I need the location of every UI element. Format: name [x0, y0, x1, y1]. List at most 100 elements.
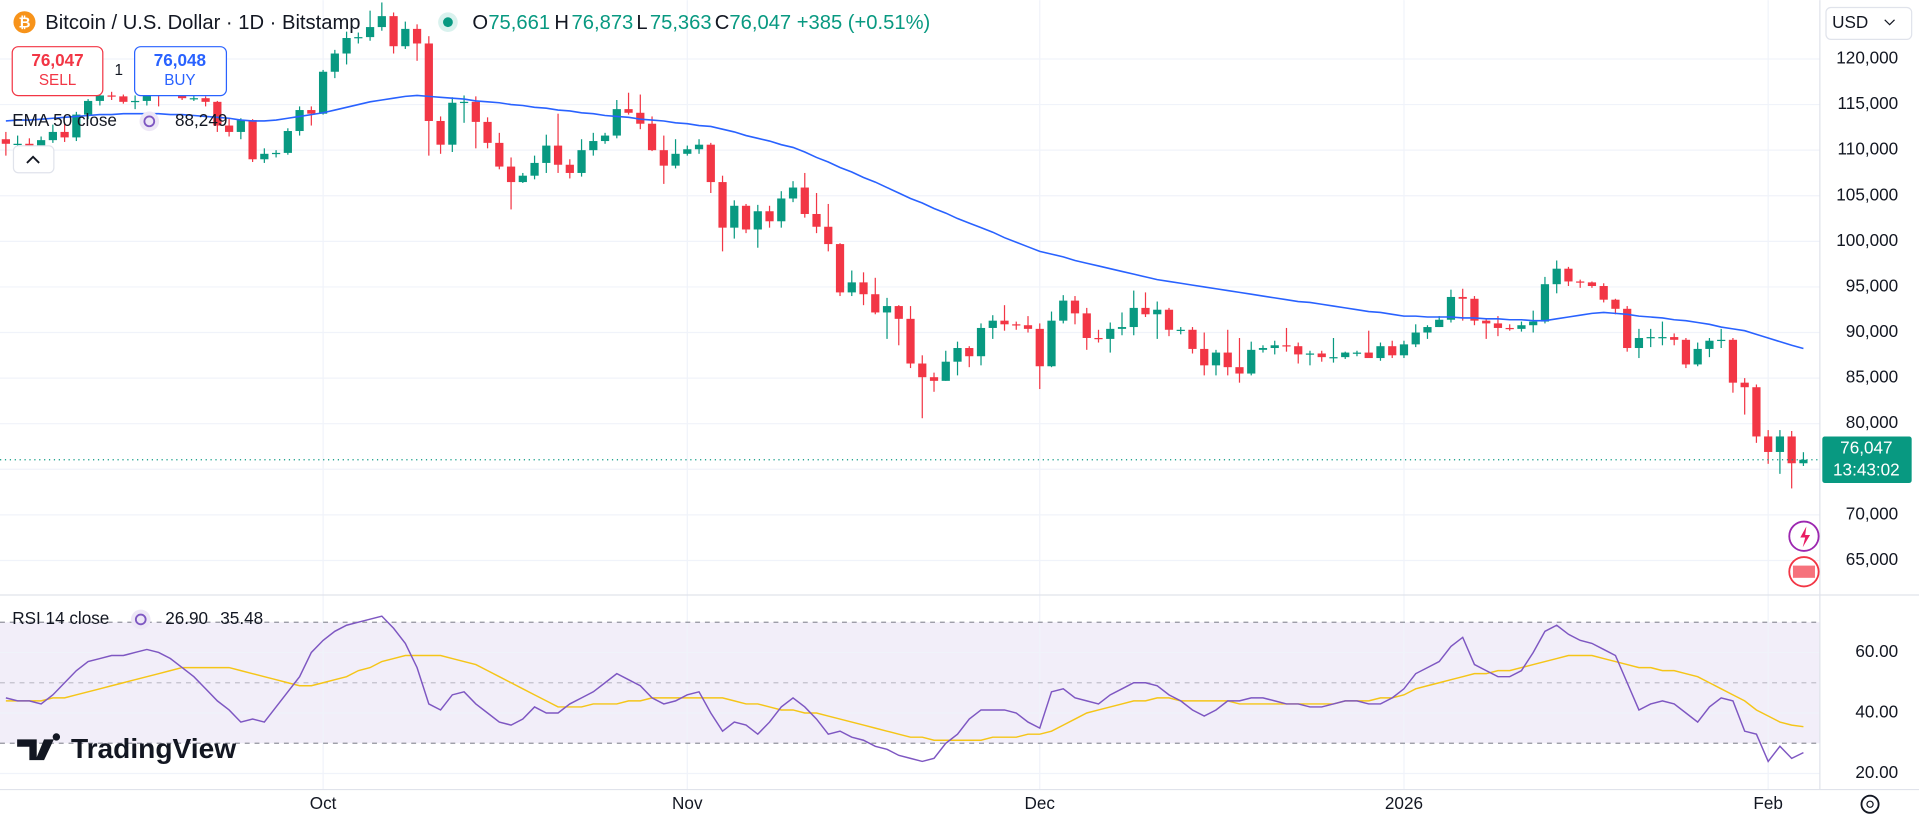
- currency-caret: [1884, 19, 1895, 26]
- candle-body: [84, 100, 93, 115]
- candle-body: [824, 226, 833, 245]
- candle-body: [647, 123, 657, 151]
- candle-body: [1623, 308, 1632, 349]
- candle-body: [1094, 337, 1103, 340]
- candle-body: [1411, 332, 1420, 345]
- rsi-settings-icon[interactable]: [130, 609, 151, 630]
- candle-body: [1247, 349, 1256, 374]
- collapse-button[interactable]: [12, 145, 55, 174]
- buy-label: BUY: [164, 72, 195, 89]
- coin-icon: [13, 11, 36, 34]
- symbol-title[interactable]: Bitcoin / U.S. Dollar · 1D · Bitstamp: [45, 12, 360, 34]
- candle-body: [1576, 281, 1585, 283]
- candle-body: [965, 348, 974, 357]
- coin-icon-glyph: ₿: [18, 15, 30, 31]
- candle-body: [201, 98, 210, 102]
- candle-body: [412, 28, 422, 44]
- candle-body: [718, 182, 727, 228]
- candle-body: [1082, 313, 1091, 338]
- candle-body: [683, 149, 692, 154]
- candle-body: [1764, 436, 1773, 452]
- candle-body: [1129, 307, 1138, 328]
- rsi-legend-name[interactable]: RSI 14 close: [12, 608, 109, 628]
- candle-body: [882, 306, 892, 313]
- candle-body: [95, 95, 104, 101]
- plot-area: [0, 0, 1820, 790]
- candle-body: [224, 125, 234, 132]
- candle-body: [600, 135, 610, 142]
- candle-body: [37, 140, 46, 149]
- settings-gear[interactable]: [1860, 794, 1880, 814]
- candle-body: [765, 211, 774, 222]
- y-tick-label: 120,000: [1836, 48, 1898, 68]
- y-tick-label: 40.00: [1855, 702, 1898, 722]
- y-tick-label: 95,000: [1846, 275, 1898, 295]
- candle-body: [671, 153, 680, 166]
- candle-body: [1317, 353, 1326, 358]
- candle-body: [859, 282, 868, 295]
- y-tick-label: 105,000: [1836, 184, 1898, 204]
- candle-body: [906, 318, 915, 364]
- candle-body: [612, 109, 621, 136]
- buy-button[interactable]: [134, 46, 228, 97]
- candle-body: [918, 363, 927, 378]
- candle-body: [1035, 328, 1044, 367]
- candle-body: [13, 143, 22, 146]
- candle-body: [1012, 324, 1021, 326]
- candle-body: [941, 361, 950, 381]
- candle-body: [1505, 327, 1514, 330]
- candle-body: [1693, 348, 1702, 365]
- candle-body: [1070, 300, 1080, 314]
- x-tick-label: Oct: [310, 793, 337, 813]
- candle-body: [706, 144, 715, 183]
- candle-body: [1540, 284, 1550, 322]
- candle-body: [1740, 382, 1749, 388]
- candle-body: [1787, 436, 1796, 464]
- candle-body: [119, 96, 128, 102]
- candle-body: [354, 37, 363, 39]
- candle-body: [1364, 352, 1373, 359]
- candle-body: [1141, 307, 1150, 315]
- buy-price: 76,048: [154, 50, 206, 70]
- candle-body: [401, 28, 410, 47]
- sell-label: SELL: [39, 72, 76, 89]
- candle-body: [483, 121, 492, 143]
- x-tick-label: Feb: [1753, 793, 1783, 813]
- candle-body: [1270, 345, 1279, 349]
- candle-body: [72, 114, 81, 138]
- candle-body: [506, 166, 516, 183]
- axes: Oct Nov Dec 2026 Feb 20.00 40.00 60.00 65,000 70,…: [310, 48, 1912, 813]
- ema-legend-value: 88,249: [175, 110, 227, 130]
- open-value: 75,661: [488, 12, 550, 34]
- candle-body: [1529, 321, 1538, 326]
- x-tick-label: 2026: [1385, 793, 1423, 813]
- sell-button[interactable]: [11, 46, 104, 97]
- candle-body: [330, 53, 339, 72]
- ema-legend-name[interactable]: EMA 50 close: [12, 110, 117, 130]
- currency-selector[interactable]: [1825, 6, 1913, 40]
- change-value: +385 (+0.51%): [797, 12, 931, 34]
- rsi-ma-legend-value: 35.48: [220, 608, 263, 628]
- candle-body: [1106, 328, 1115, 339]
- low-label: L: [636, 12, 647, 34]
- candle-body: [894, 306, 903, 319]
- candle-body: [1164, 309, 1174, 330]
- y-tick-label: 90,000: [1846, 321, 1898, 341]
- candle-body: [1799, 459, 1808, 464]
- candle-body: [1388, 346, 1397, 356]
- candle-body: [189, 98, 198, 100]
- candle-body: [753, 211, 762, 230]
- candle-body: [1634, 337, 1644, 349]
- rsi-band: [0, 622, 1820, 744]
- candle-body: [283, 131, 292, 153]
- candle-body: [1564, 268, 1573, 282]
- ema-settings-icon[interactable]: [139, 111, 160, 132]
- watermark-text[interactable]: TradingView: [71, 733, 236, 764]
- candle-body: [953, 348, 962, 362]
- candle-body: [812, 213, 821, 227]
- candle-body: [1329, 357, 1338, 359]
- candle-body: [777, 198, 786, 222]
- candle-body: [1458, 296, 1467, 299]
- candle-body: [295, 110, 304, 132]
